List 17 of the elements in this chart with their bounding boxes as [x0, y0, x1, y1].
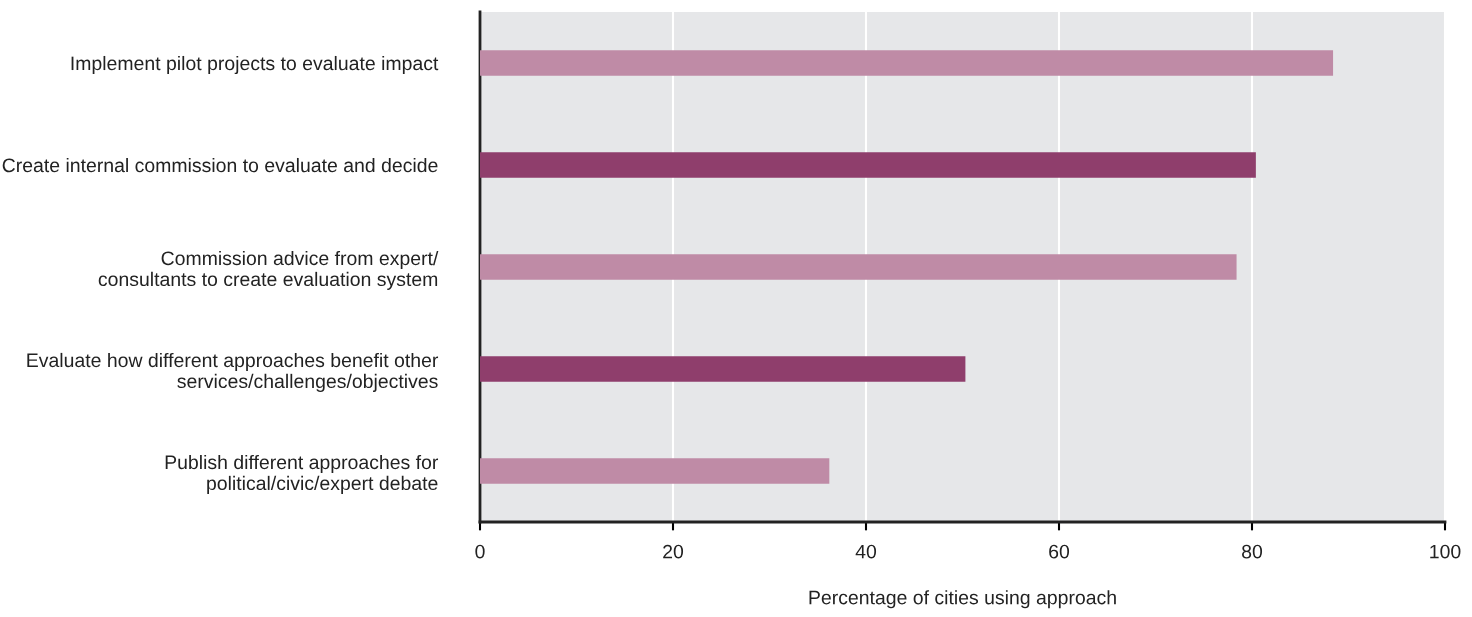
x-tick-label: 80 — [1242, 544, 1263, 559]
x-tick-label: 60 — [1049, 544, 1070, 559]
x-tick-label: 0 — [475, 544, 485, 559]
y-tick-label: Commission advice from expert/ consultants to create evaluation system — [98, 250, 439, 290]
bar — [480, 50, 1334, 76]
bar — [480, 152, 1256, 178]
bar — [480, 458, 830, 484]
y-tick-label: Publish different approaches for political/civic/expert debate — [165, 454, 439, 494]
x-tick-label: 20 — [663, 544, 684, 559]
x-tick-label: 100 — [1430, 544, 1461, 559]
bar — [480, 254, 1237, 280]
x-tick-label: 40 — [855, 544, 877, 559]
y-tick-label: Create internal commission to evaluate and decide — [2, 157, 438, 173]
bar — [480, 356, 966, 382]
x-axis-title: Percentage of cities using approach — [809, 590, 1116, 609]
y-tick-label: Implement pilot projects to evaluate impact — [71, 55, 439, 75]
y-tick-label: Evaluate how different approaches benefit other services/challenges/objectives — [27, 352, 439, 392]
